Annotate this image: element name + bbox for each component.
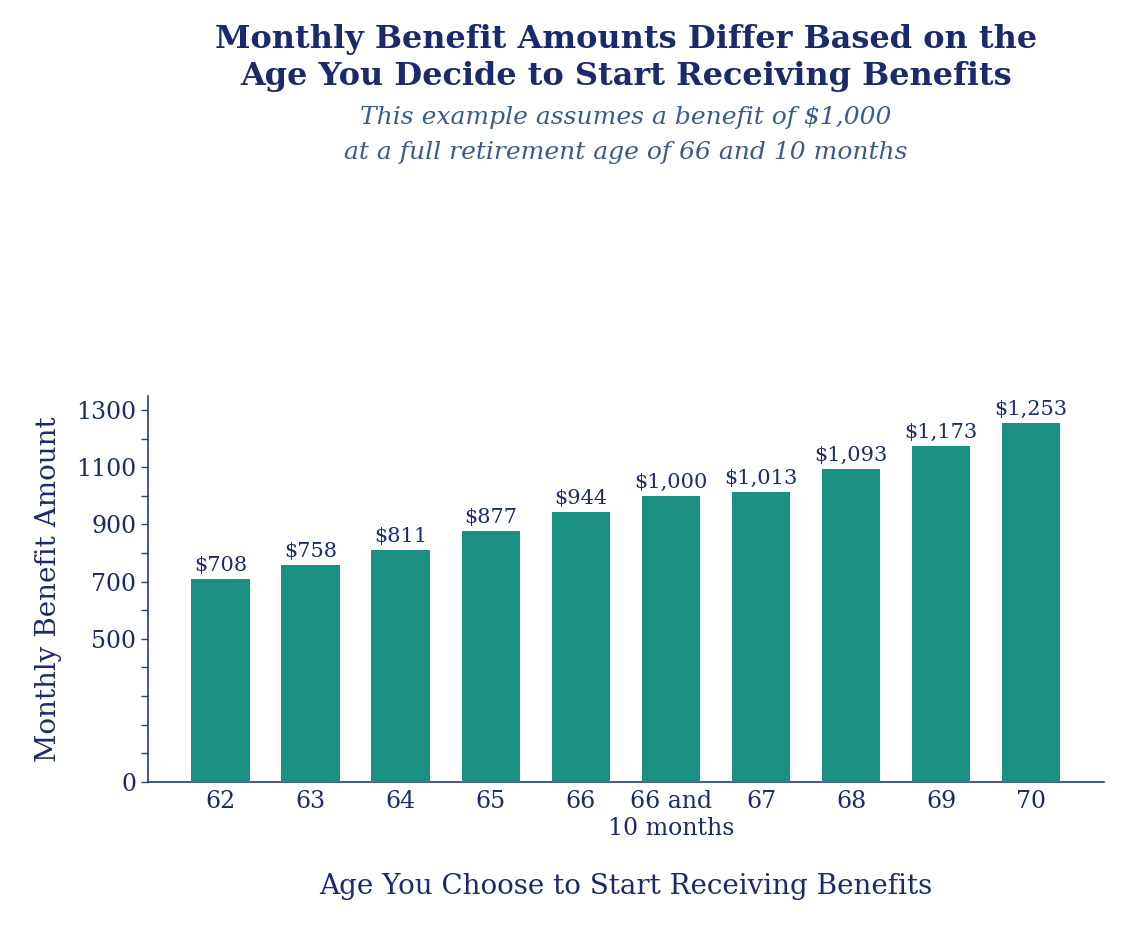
Y-axis label: Monthly Benefit Amount: Monthly Benefit Amount <box>35 416 61 761</box>
Text: This example assumes a benefit of $1,000: This example assumes a benefit of $1,000 <box>361 106 891 128</box>
Bar <box>281 565 340 782</box>
Text: Age You Decide to Start Receiving Benefits: Age You Decide to Start Receiving Benefi… <box>240 61 1012 92</box>
Text: $811: $811 <box>374 527 428 545</box>
Text: $758: $758 <box>284 542 337 561</box>
Text: Age You Choose to Start Receiving Benefits: Age You Choose to Start Receiving Benefi… <box>320 872 932 900</box>
Text: at a full retirement age of 66 and 10 months: at a full retirement age of 66 and 10 mo… <box>344 141 908 164</box>
Bar <box>732 492 790 782</box>
Bar <box>371 550 430 782</box>
Bar <box>912 447 971 782</box>
Bar <box>191 579 250 782</box>
Bar <box>552 512 610 782</box>
Text: $944: $944 <box>554 489 608 508</box>
Text: $708: $708 <box>195 557 247 576</box>
Text: $1,173: $1,173 <box>905 423 978 443</box>
Bar <box>1001 423 1061 782</box>
Bar <box>642 495 700 782</box>
Bar <box>822 469 881 782</box>
Text: $1,253: $1,253 <box>995 400 1067 419</box>
Bar <box>462 531 520 782</box>
Text: $877: $877 <box>464 508 518 527</box>
Text: $1,000: $1,000 <box>634 473 708 492</box>
Text: $1,013: $1,013 <box>724 469 798 488</box>
Text: Monthly Benefit Amounts Differ Based on the: Monthly Benefit Amounts Differ Based on … <box>215 24 1037 55</box>
Text: $1,093: $1,093 <box>815 447 888 465</box>
